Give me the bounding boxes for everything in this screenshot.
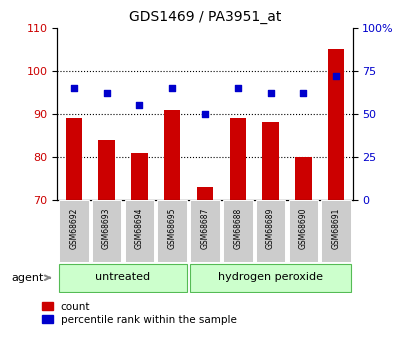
Text: hydrogen peroxide: hydrogen peroxide	[218, 272, 322, 282]
Bar	[288, 200, 317, 262]
Bar	[131, 152, 147, 200]
Text: GSM68693: GSM68693	[102, 207, 111, 249]
Text: GSM68694: GSM68694	[135, 207, 144, 249]
Point	[267, 90, 273, 96]
Bar	[255, 200, 285, 262]
Bar	[294, 157, 311, 200]
Bar	[222, 200, 252, 262]
Point	[299, 90, 306, 96]
Bar	[229, 118, 245, 200]
Text: untreated: untreated	[95, 272, 150, 282]
Text: GSM68692: GSM68692	[69, 207, 78, 249]
Point	[103, 90, 110, 96]
Bar	[321, 200, 350, 262]
Bar	[190, 200, 219, 262]
Text: GSM68687: GSM68687	[200, 207, 209, 249]
Bar	[164, 110, 180, 200]
Bar	[262, 122, 278, 200]
Text: GSM68691: GSM68691	[331, 207, 340, 249]
Bar	[327, 49, 344, 200]
Point	[136, 102, 142, 108]
Point	[201, 111, 208, 117]
Text: GSM68688: GSM68688	[233, 207, 242, 249]
Bar	[92, 200, 121, 262]
Text: GSM68689: GSM68689	[265, 207, 274, 249]
Bar	[190, 264, 350, 292]
Bar	[124, 200, 154, 262]
Point	[169, 85, 175, 91]
Bar	[157, 200, 187, 262]
Bar	[196, 187, 213, 200]
Point	[70, 85, 77, 91]
Bar	[98, 140, 115, 200]
Point	[234, 85, 240, 91]
Text: GSM68690: GSM68690	[298, 207, 307, 249]
Point	[332, 73, 339, 79]
Bar	[59, 200, 88, 262]
Bar	[59, 264, 187, 292]
Title: GDS1469 / PA3951_at: GDS1469 / PA3951_at	[128, 10, 281, 24]
Text: agent: agent	[11, 273, 50, 283]
Bar	[65, 118, 82, 200]
Text: GSM68695: GSM68695	[167, 207, 176, 249]
Legend: count, percentile rank within the sample: count, percentile rank within the sample	[42, 302, 236, 325]
